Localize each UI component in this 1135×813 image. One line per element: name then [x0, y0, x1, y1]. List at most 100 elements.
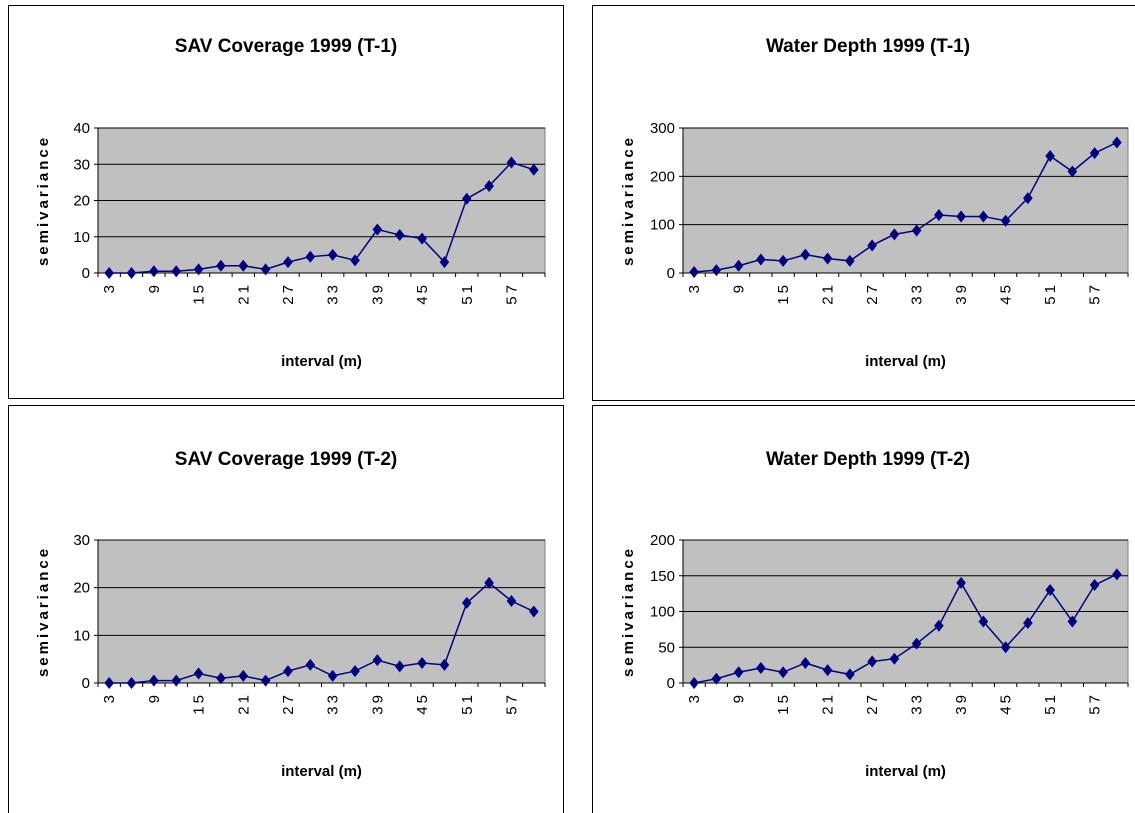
y-axis-label: semivariance: [620, 135, 637, 266]
data-point: [800, 656, 811, 669]
x-axis-label: interval (m): [281, 763, 362, 780]
data-point: [756, 253, 766, 266]
x-tick-label: 9: [146, 282, 163, 293]
x-tick-label: 27: [280, 692, 297, 715]
y-tick-label: 200: [650, 168, 675, 185]
data-point: [822, 664, 833, 677]
x-tick-label: 15: [191, 282, 208, 305]
data-point: [1112, 568, 1122, 581]
data-point: [800, 248, 811, 261]
data-point: [689, 677, 699, 689]
x-tick-label: 15: [191, 692, 208, 715]
data-point: [911, 637, 922, 650]
data-point: [238, 259, 249, 272]
data-point: [126, 677, 137, 689]
data-point: [171, 265, 182, 278]
x-tick-label: 45: [414, 282, 431, 305]
y-tick-label: 20: [73, 580, 90, 597]
data-point: [305, 658, 316, 671]
data-point: [1023, 192, 1033, 205]
data-point: [439, 256, 450, 269]
data-point: [238, 669, 249, 682]
x-tick-label: 39: [953, 282, 970, 305]
x-tick-label: 9: [731, 282, 748, 293]
data-point: [394, 228, 405, 241]
x-axis-label: interval (m): [281, 353, 362, 370]
data-point: [1112, 136, 1122, 149]
data-point: [126, 267, 137, 279]
chart-title: Water Depth 1999 (T-1): [766, 36, 970, 57]
x-tick-label: 3: [686, 282, 703, 293]
data-point: [484, 180, 494, 192]
chart-title: Water Depth 1999 (T-2): [766, 449, 970, 470]
y-axis-label: semivariance: [35, 135, 52, 266]
y-tick-label: 300: [650, 120, 675, 137]
data-point: [193, 263, 204, 276]
data-point: [889, 652, 900, 665]
data-point: [193, 667, 204, 680]
x-tick-label: 27: [864, 282, 881, 305]
x-tick-label: 51: [459, 282, 476, 305]
data-point: [461, 596, 472, 609]
data-point: [350, 665, 360, 678]
data-point: [1067, 615, 1078, 628]
data-point: [1023, 616, 1033, 629]
data-point: [978, 615, 989, 628]
x-tick-label: 3: [101, 282, 118, 293]
y-tick-label: 0: [667, 265, 675, 282]
x-tick-label: 33: [909, 282, 926, 305]
x-tick-label: 3: [101, 692, 118, 703]
data-point: [867, 655, 877, 668]
data-point: [1045, 150, 1055, 163]
y-tick-label: 100: [650, 217, 675, 234]
y-tick-label: 0: [667, 675, 675, 692]
x-tick-label: 51: [459, 692, 476, 715]
x-tick-label: 21: [235, 282, 252, 305]
data-point: [283, 665, 293, 678]
data-point: [484, 576, 494, 589]
data-point: [529, 605, 539, 618]
data-point: [216, 259, 226, 272]
x-tick-label: 27: [280, 282, 297, 305]
x-tick-label: 45: [998, 282, 1015, 305]
data-point: [689, 266, 699, 279]
x-tick-label: 15: [775, 282, 792, 305]
data-point: [216, 672, 226, 685]
x-tick-label: 39: [369, 692, 386, 715]
data-point: [260, 263, 271, 276]
data-point: [1089, 579, 1100, 592]
x-axis-label: interval (m): [865, 763, 946, 780]
data-point: [845, 254, 855, 267]
data-point: [327, 669, 338, 682]
y-tick-label: 40: [73, 120, 90, 137]
data-point: [956, 576, 966, 589]
data-point: [305, 250, 316, 263]
y-tick-label: 10: [73, 627, 90, 644]
x-tick-label: 51: [1042, 282, 1059, 305]
data-point: [506, 595, 517, 608]
y-axis-label: semivariance: [620, 546, 637, 677]
y-tick-label: 100: [650, 604, 675, 621]
x-tick-label: 3: [686, 692, 703, 703]
data-point: [956, 210, 966, 223]
plot-area: [97, 539, 546, 684]
x-tick-label: 57: [503, 282, 520, 305]
x-tick-label: 21: [235, 692, 252, 715]
x-tick-label: 39: [369, 282, 386, 305]
data-point: [1000, 641, 1011, 654]
chart-title: SAV Coverage 1999 (T-1): [175, 36, 397, 57]
data-point: [934, 209, 944, 221]
data-point: [529, 163, 539, 176]
x-tick-label: 45: [998, 692, 1015, 715]
x-tick-label: 33: [325, 692, 342, 715]
y-tick-label: 0: [82, 675, 90, 692]
data-point: [845, 668, 855, 681]
data-point: [149, 265, 159, 278]
x-tick-label: 57: [1087, 692, 1104, 715]
data-point: [778, 666, 788, 679]
y-axis-label: semivariance: [35, 546, 52, 677]
x-tick-label: 51: [1042, 692, 1059, 715]
data-point: [867, 239, 877, 252]
data-point: [1045, 584, 1055, 597]
data-point: [327, 248, 338, 261]
